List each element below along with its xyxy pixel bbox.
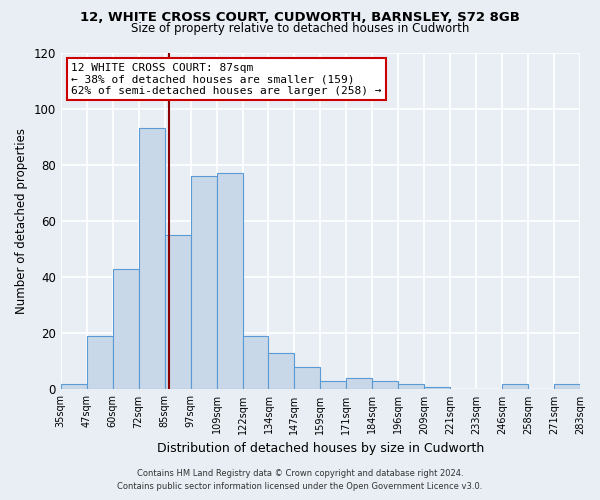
Text: 12, WHITE CROSS COURT, CUDWORTH, BARNSLEY, S72 8GB: 12, WHITE CROSS COURT, CUDWORTH, BARNSLE… xyxy=(80,11,520,24)
X-axis label: Distribution of detached houses by size in Cudworth: Distribution of detached houses by size … xyxy=(157,442,484,455)
Bar xyxy=(191,176,217,390)
Bar xyxy=(242,336,268,390)
Bar xyxy=(113,268,139,390)
Bar xyxy=(424,386,450,390)
Bar xyxy=(87,336,113,390)
Bar xyxy=(320,381,346,390)
Text: Size of property relative to detached houses in Cudworth: Size of property relative to detached ho… xyxy=(131,22,469,35)
Bar xyxy=(502,384,528,390)
Text: 12 WHITE CROSS COURT: 87sqm
← 38% of detached houses are smaller (159)
62% of se: 12 WHITE CROSS COURT: 87sqm ← 38% of det… xyxy=(71,62,382,96)
Bar xyxy=(139,128,164,390)
Bar xyxy=(164,235,191,390)
Bar xyxy=(217,173,242,390)
Bar xyxy=(398,384,424,390)
Y-axis label: Number of detached properties: Number of detached properties xyxy=(15,128,28,314)
Bar xyxy=(373,381,398,390)
Bar xyxy=(346,378,373,390)
Bar xyxy=(61,384,87,390)
Text: Contains HM Land Registry data © Crown copyright and database right 2024.
Contai: Contains HM Land Registry data © Crown c… xyxy=(118,470,482,491)
Bar xyxy=(268,353,295,390)
Bar xyxy=(295,367,320,390)
Bar xyxy=(554,384,580,390)
